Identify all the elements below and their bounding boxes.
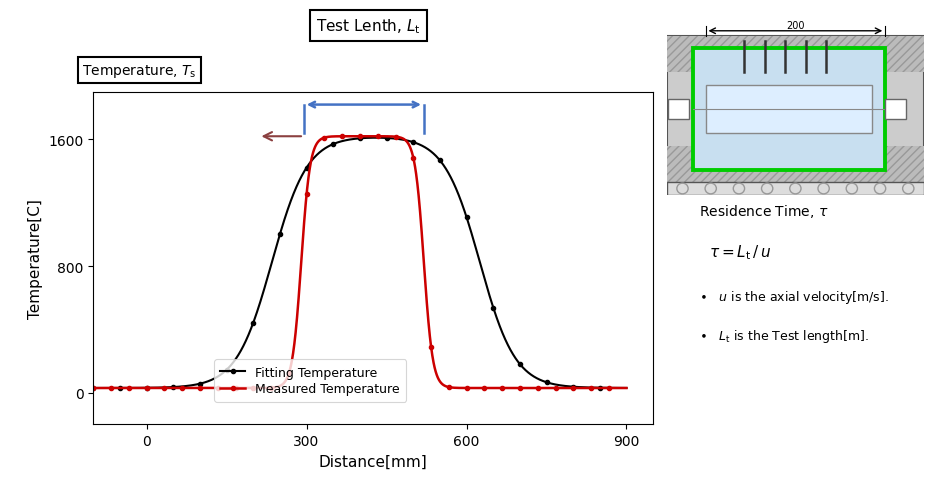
Measured Temperature bbox=[620, 386, 632, 391]
Measured Temperature bbox=[88, 386, 99, 391]
Fitting Temperature bbox=[180, 384, 191, 389]
Bar bbox=[667, 146, 924, 183]
Text: Temperature, $T_\mathrm{s}$: Temperature, $T_\mathrm{s}$ bbox=[82, 62, 197, 80]
Bar bbox=[667, 37, 924, 73]
Bar bbox=[705, 85, 872, 134]
X-axis label: Distance[mm]: Distance[mm] bbox=[319, 454, 427, 469]
Measured Temperature bbox=[553, 386, 564, 391]
Measured Temperature bbox=[610, 386, 621, 391]
Y-axis label: Temperature[C]: Temperature[C] bbox=[28, 199, 43, 319]
Measured Temperature bbox=[315, 137, 327, 143]
Text: $\bullet$   $L_\mathrm{t}$ is the Test length[m].: $\bullet$ $L_\mathrm{t}$ is the Test len… bbox=[700, 327, 870, 345]
Fitting Temperature bbox=[292, 182, 303, 187]
Text: 200: 200 bbox=[787, 20, 804, 31]
Fitting Temperature bbox=[610, 385, 621, 391]
Fitting Temperature bbox=[553, 383, 564, 388]
Text: Test Lenth, $L_\mathrm{t}$: Test Lenth, $L_\mathrm{t}$ bbox=[316, 17, 421, 36]
Measured Temperature bbox=[356, 134, 368, 140]
Fitting Temperature bbox=[88, 386, 99, 391]
Fitting Temperature bbox=[315, 149, 327, 155]
Bar bbox=[668, 100, 689, 120]
Fitting Temperature bbox=[620, 385, 632, 391]
Legend: Fitting Temperature, Measured Temperature: Fitting Temperature, Measured Temperatur… bbox=[214, 360, 406, 402]
Fitting Temperature bbox=[370, 136, 382, 142]
Text: $\bullet$   $u$ is the axial velocity[m/s].: $\bullet$ $u$ is the axial velocity[m/s]… bbox=[700, 289, 889, 305]
Measured Temperature bbox=[148, 386, 160, 391]
Measured Temperature bbox=[292, 306, 303, 312]
Line: Fitting Temperature: Fitting Temperature bbox=[91, 136, 629, 390]
Bar bbox=[692, 49, 885, 171]
Text: $\tau = L_\mathrm{t}\,/\,u$: $\tau = L_\mathrm{t}\,/\,u$ bbox=[709, 243, 771, 262]
Line: Measured Temperature: Measured Temperature bbox=[91, 135, 629, 390]
Bar bbox=[667, 183, 924, 195]
Bar bbox=[885, 100, 906, 120]
Fitting Temperature bbox=[148, 385, 160, 391]
Measured Temperature bbox=[180, 386, 191, 391]
Text: Residence Time, $\tau$: Residence Time, $\tau$ bbox=[700, 203, 829, 220]
Bar bbox=[667, 37, 924, 183]
